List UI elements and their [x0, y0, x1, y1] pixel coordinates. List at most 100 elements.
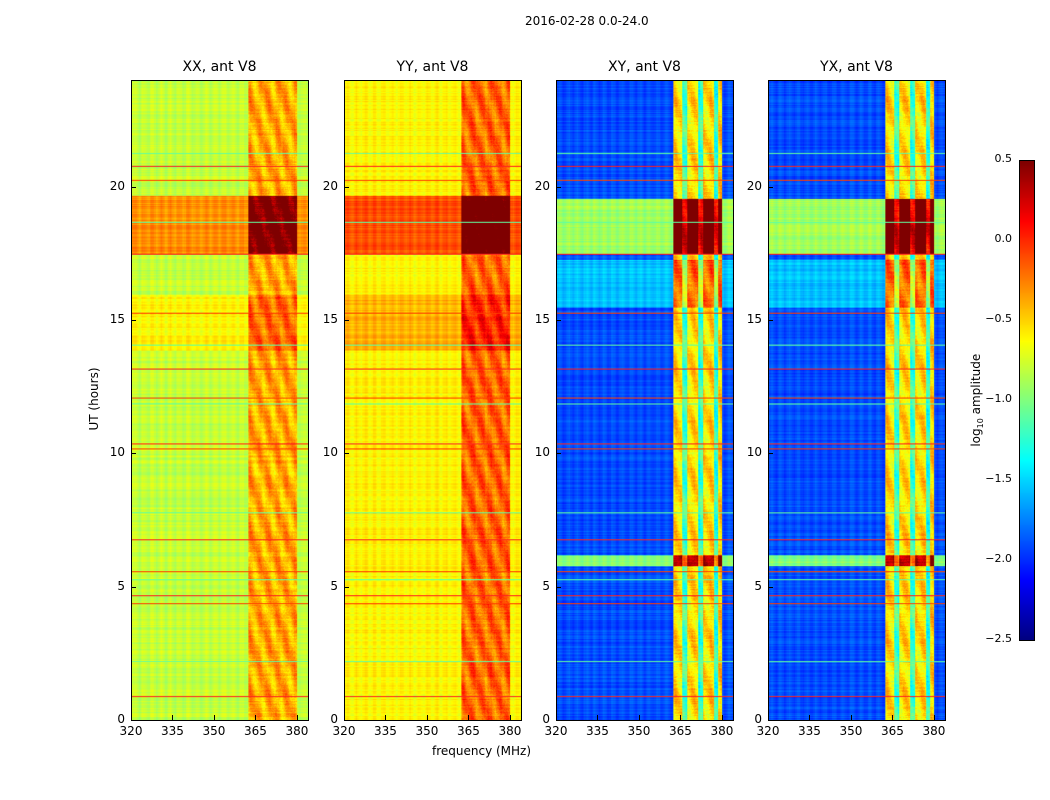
- colorbar-tick-label: 0.0: [994, 232, 1013, 245]
- y-tick-label: 15: [109, 312, 125, 326]
- x-tick-label: 350: [415, 724, 439, 738]
- y-tick-label: 20: [109, 178, 125, 193]
- x-tick-label: 335: [161, 724, 184, 738]
- y-tick: [344, 586, 349, 588]
- panel-title: XY, ant V8: [608, 59, 681, 75]
- x-tick-label: 380: [285, 724, 309, 738]
- y-tick-label: 5: [542, 578, 550, 593]
- x-tick: [131, 715, 132, 720]
- colorbar-tick-label: −1.0: [985, 392, 1012, 405]
- x-tick-label: 320: [756, 724, 780, 738]
- y-tick-label: 0: [754, 712, 762, 726]
- x-tick: [638, 715, 640, 720]
- x-tick: [385, 715, 387, 720]
- y-tick: [344, 720, 349, 721]
- x-tick: [468, 715, 470, 720]
- x-tick-label: 380: [498, 724, 522, 738]
- y-tick: [131, 186, 136, 188]
- heatmap-panel-2: [556, 80, 734, 721]
- colorbar: [1019, 160, 1035, 641]
- y-tick-label: 20: [322, 178, 338, 193]
- x-tick-label: 335: [374, 724, 397, 738]
- x-tick-label: 320: [119, 724, 143, 738]
- y-tick: [131, 453, 136, 455]
- x-tick: [721, 715, 723, 720]
- y-tick: [768, 586, 773, 588]
- y-tick: [768, 720, 773, 721]
- colorbar-tick-label: −1.5: [985, 472, 1012, 485]
- x-tick: [296, 715, 298, 720]
- heatmap-panel-1: [344, 80, 522, 721]
- y-tick-label: 5: [117, 578, 125, 593]
- x-tick-label: 365: [244, 724, 267, 738]
- x-tick-label: 350: [839, 724, 863, 738]
- y-tick-label: 10: [322, 445, 338, 460]
- x-tick: [255, 715, 257, 720]
- x-tick: [933, 715, 935, 720]
- x-tick-label: 365: [669, 724, 692, 738]
- x-tick: [892, 715, 894, 720]
- colorbar-label: log10 amplitude: [968, 353, 986, 447]
- y-tick: [131, 720, 136, 721]
- y-tick-label: 5: [330, 578, 338, 593]
- x-tick-label: 335: [798, 724, 821, 738]
- y-tick-label: 20: [534, 178, 550, 193]
- y-tick-label: 15: [322, 312, 338, 326]
- x-tick-label: 320: [332, 724, 356, 738]
- x-tick: [426, 715, 428, 720]
- x-tick-label: 320: [544, 724, 568, 738]
- y-tick: [344, 186, 349, 188]
- x-tick-label: 380: [710, 724, 734, 738]
- x-tick: [768, 715, 769, 720]
- y-tick-label: 10: [109, 445, 125, 460]
- y-tick-label: 20: [746, 178, 762, 193]
- x-tick: [509, 715, 511, 720]
- y-tick: [344, 453, 349, 455]
- colorbar-tick-label: −0.5: [985, 312, 1012, 325]
- x-tick: [172, 715, 174, 720]
- panel-title: YY, ant V8: [396, 59, 469, 75]
- y-tick-label: 5: [754, 578, 762, 593]
- y-tick: [556, 453, 561, 455]
- colorbar-tick-label: −2.5: [985, 632, 1012, 645]
- y-tick: [768, 320, 773, 321]
- y-tick: [556, 320, 561, 321]
- y-tick: [768, 186, 773, 188]
- colorbar-tick-label: 0.5: [994, 152, 1013, 165]
- x-tick-label: 365: [457, 724, 480, 738]
- y-tick: [556, 186, 561, 188]
- y-tick-label: 0: [330, 712, 338, 726]
- y-tick-label: 0: [117, 712, 125, 726]
- x-tick-label: 350: [202, 724, 226, 738]
- figure-title: 2016-02-28 0.0-24.0: [525, 14, 649, 28]
- x-tick-label: 380: [922, 724, 946, 738]
- x-tick: [850, 715, 852, 720]
- y-tick-label: 10: [534, 445, 550, 460]
- y-tick: [131, 320, 136, 321]
- x-tick-label: 350: [627, 724, 651, 738]
- panel-title: XX, ant V8: [182, 59, 257, 75]
- x-tick: [809, 715, 811, 720]
- x-tick: [556, 715, 557, 720]
- heatmap-panel-0: [131, 80, 309, 721]
- x-axis-label: frequency (MHz): [432, 744, 532, 758]
- y-tick: [556, 586, 561, 588]
- y-tick-label: 15: [534, 312, 550, 326]
- x-tick: [213, 715, 215, 720]
- colorbar-tick-label: −2.0: [985, 552, 1012, 565]
- x-tick-label: 335: [586, 724, 609, 738]
- x-tick: [680, 715, 682, 720]
- y-tick: [344, 320, 349, 321]
- x-tick: [344, 715, 345, 720]
- y-axis-label: UT (hours): [87, 367, 101, 431]
- panel-title: YX, ant V8: [820, 59, 893, 75]
- y-tick-label: 0: [542, 712, 550, 726]
- y-tick: [556, 720, 561, 721]
- x-tick-label: 365: [881, 724, 904, 738]
- y-tick: [768, 453, 773, 455]
- y-tick: [131, 586, 136, 588]
- y-tick-label: 15: [746, 312, 762, 326]
- heatmap-panel-3: [768, 80, 946, 721]
- x-tick: [597, 715, 599, 720]
